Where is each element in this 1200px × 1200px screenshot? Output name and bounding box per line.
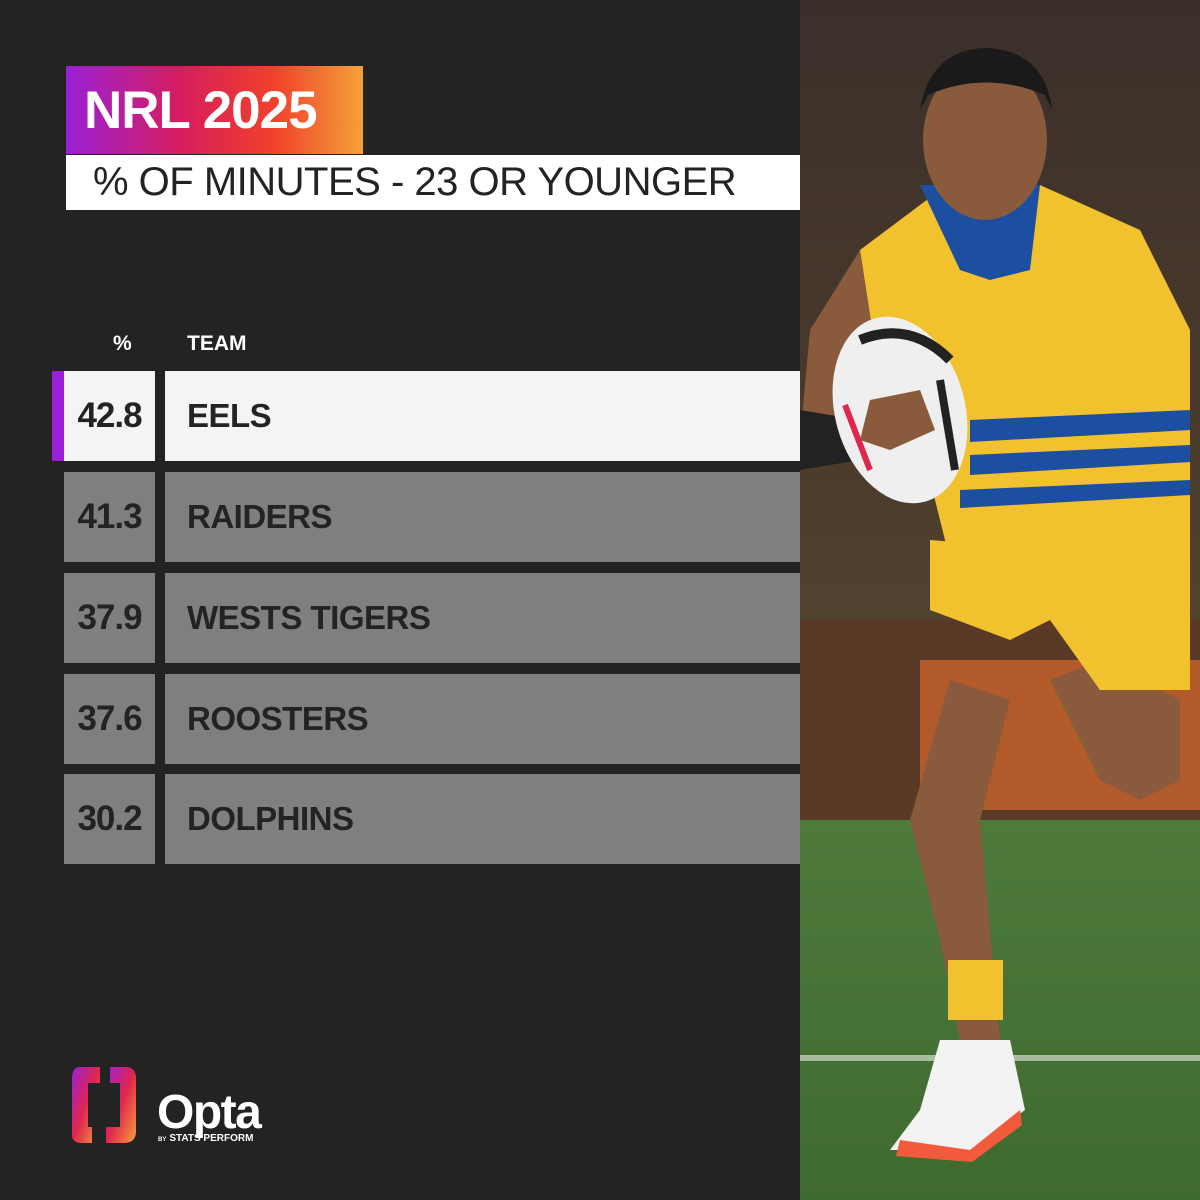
opta-logo-icon xyxy=(72,1067,136,1143)
row-pct-value: 37.6 xyxy=(64,674,155,764)
title-banner: NRL 2025 xyxy=(66,66,363,154)
table-row: 30.2 DOLPHINS xyxy=(52,774,800,864)
table-row: 42.8 EELS xyxy=(52,371,800,461)
row-team-name: ROOSTERS xyxy=(165,674,800,764)
table-row: 37.6 ROOSTERS xyxy=(52,674,800,764)
column-header-team: TEAM xyxy=(187,332,247,355)
page-title: NRL 2025 xyxy=(84,80,318,140)
row-pct-value: 41.3 xyxy=(64,472,155,562)
opta-subtitle: BY STATS PERFORM xyxy=(158,1133,254,1144)
column-header-pct: % xyxy=(113,332,132,355)
left-panel: NRL 2025 % OF MINUTES - 23 OR YOUNGER % … xyxy=(52,66,801,1150)
table-row: 41.3 RAIDERS xyxy=(52,472,800,562)
row-pct-value: 42.8 xyxy=(64,371,155,461)
player-photo-illustration xyxy=(800,0,1200,1200)
page-subtitle: % OF MINUTES - 23 OR YOUNGER xyxy=(93,160,737,204)
row-pct-value: 30.2 xyxy=(64,774,155,864)
opta-logo: Opta BY STATS PERFORM xyxy=(70,1065,262,1150)
highlight-accent-bar xyxy=(52,371,64,461)
table-row: 37.9 WESTS TIGERS xyxy=(52,573,800,663)
player-photo xyxy=(800,0,1200,1200)
subtitle-banner: % OF MINUTES - 23 OR YOUNGER xyxy=(66,155,801,210)
row-team-name: EELS xyxy=(165,371,800,461)
row-pct-value: 37.9 xyxy=(64,573,155,663)
row-team-name: RAIDERS xyxy=(165,472,800,562)
row-team-name: WESTS TIGERS xyxy=(165,573,800,663)
opta-wordmark: Opta xyxy=(157,1086,262,1139)
row-team-name: DOLPHINS xyxy=(165,774,800,864)
